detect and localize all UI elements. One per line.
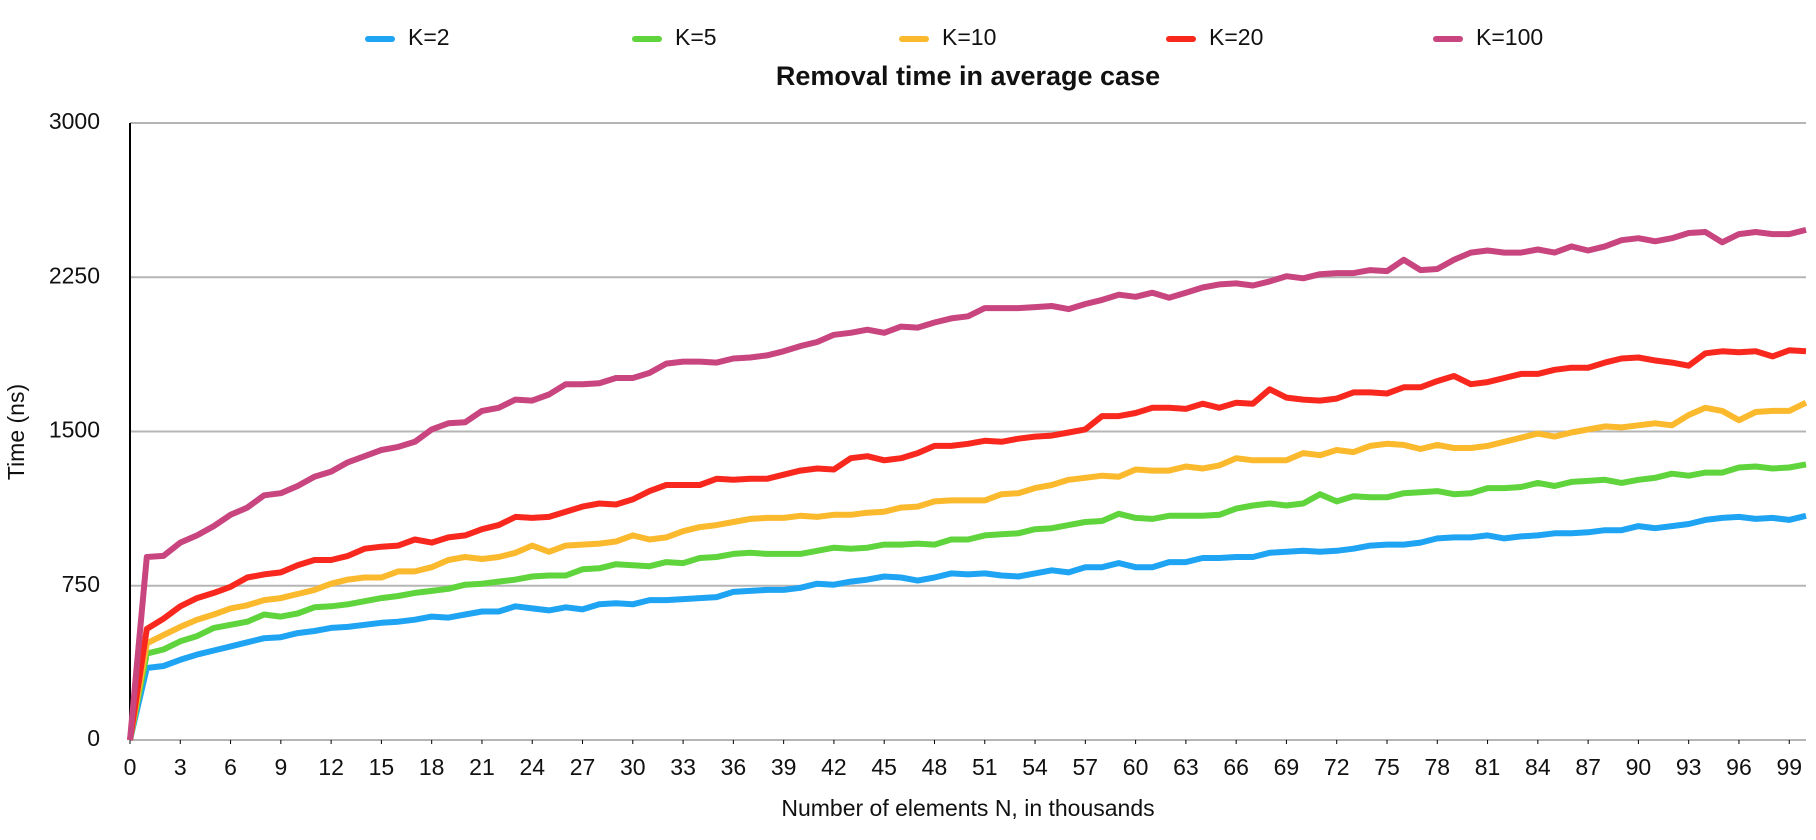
x-tick-label: 6 [224,754,237,780]
x-tick-label: 81 [1475,754,1501,780]
series-line [127,226,1807,741]
x-tick-label: 87 [1575,754,1601,780]
x-tick-label: 96 [1726,754,1752,780]
x-tick-label: 45 [871,754,897,780]
x-tick-label: 36 [721,754,747,780]
x-tick-label: 12 [318,754,344,780]
legend-label: K=100 [1476,24,1543,50]
legend-label: K=5 [675,24,717,50]
x-tick-label: 63 [1173,754,1199,780]
x-axis-label: Number of elements N, in thousands [781,795,1154,821]
series-line [127,512,1807,741]
x-tick-label: 84 [1525,754,1551,780]
x-tick-label: 21 [469,754,495,780]
x-tick-label: 30 [620,754,646,780]
series-line [127,400,1808,741]
x-tick-label: 3 [174,754,187,780]
x-tick-label: 69 [1274,754,1300,780]
series-line [127,347,1807,741]
y-axis-label: Time (ns) [3,384,29,480]
x-tick-label: 75 [1374,754,1400,780]
x-tick-label: 42 [821,754,847,780]
series-line [127,461,1807,741]
x-tick-label: 33 [670,754,696,780]
y-tick-label: 3000 [49,108,100,134]
x-tick-label: 90 [1626,754,1652,780]
x-tick-label: 9 [274,754,287,780]
x-tick-label: 93 [1676,754,1702,780]
x-tick-label: 54 [1022,754,1048,780]
legend-label: K=10 [942,24,996,50]
x-tick-label: 99 [1776,754,1802,780]
x-tick-label: 15 [369,754,395,780]
x-tick-label: 51 [972,754,998,780]
x-tick-label: 60 [1123,754,1149,780]
x-tick-label: 24 [519,754,545,780]
x-tick-label: 27 [570,754,596,780]
chart-title: Removal time in average case [776,61,1160,91]
y-tick-label: 1500 [49,417,100,443]
x-tick-label: 0 [124,754,137,780]
x-tick-label: 57 [1073,754,1099,780]
x-tick-label: 48 [922,754,948,780]
x-tick-label: 78 [1424,754,1450,780]
x-tick-label: 72 [1324,754,1350,780]
legend-label: K=20 [1209,24,1263,50]
y-tick-label: 750 [62,571,100,597]
y-tick-label: 2250 [49,262,100,288]
legend-label: K=2 [408,24,450,50]
x-tick-label: 18 [419,754,445,780]
x-tick-label: 66 [1223,754,1249,780]
y-tick-label: 0 [87,725,100,751]
x-tick-label: 39 [771,754,797,780]
